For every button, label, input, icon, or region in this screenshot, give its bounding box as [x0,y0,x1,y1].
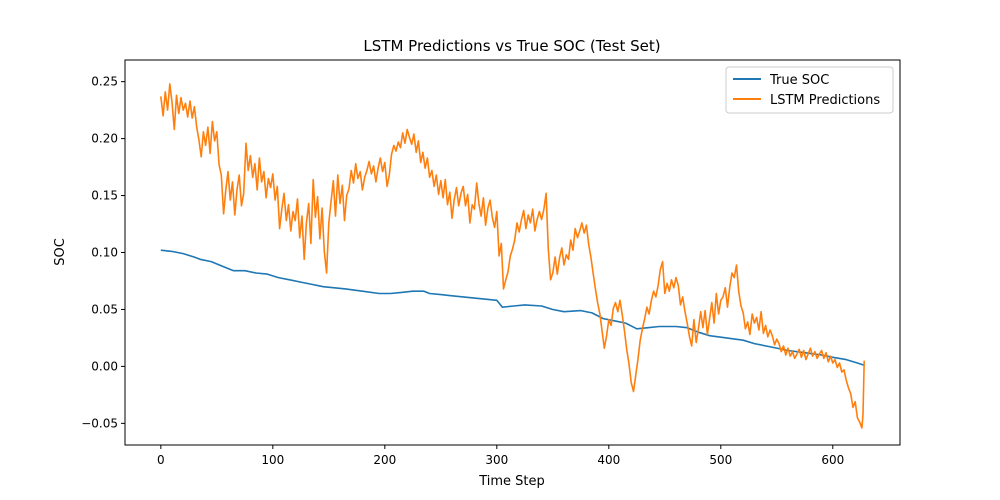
series-line-true-soc [160,249,865,367]
x-tick-label: 300 [485,453,508,467]
y-tick-label: 0.05 [91,302,118,316]
series-layer [160,83,865,429]
x-axis-ticks: 0 100 200 300 400 500 600 [157,445,844,467]
y-axis-ticks: −0.05 0.00 0.05 0.10 0.15 0.20 0.25 [81,75,125,430]
chart-title: LSTM Predictions vs True SOC (Test Set) [363,37,660,55]
x-tick-label: 0 [157,453,165,467]
y-tick-label: −0.05 [81,416,118,430]
series-line-lstm-predictions [160,83,865,429]
legend-label-lstm-predictions: LSTM Predictions [770,93,880,108]
y-tick-label: 0.00 [91,359,118,373]
x-tick-label: 100 [261,453,284,467]
x-tick-label: 200 [373,453,396,467]
x-tick-label: 600 [821,453,844,467]
y-tick-label: 0.15 [91,189,118,203]
x-tick-label: 500 [709,453,732,467]
legend-label-true-soc: True SOC [769,73,829,88]
y-tick-label: 0.25 [91,75,118,89]
y-tick-label: 0.20 [91,132,118,146]
legend-box [725,66,894,114]
y-tick-label: 0.10 [91,246,118,260]
x-axis-label: Time Step [478,474,545,489]
x-tick-label: 400 [597,453,620,467]
legend: True SOC LSTM Predictions [725,66,894,114]
y-axis-label: SOC [53,238,68,266]
